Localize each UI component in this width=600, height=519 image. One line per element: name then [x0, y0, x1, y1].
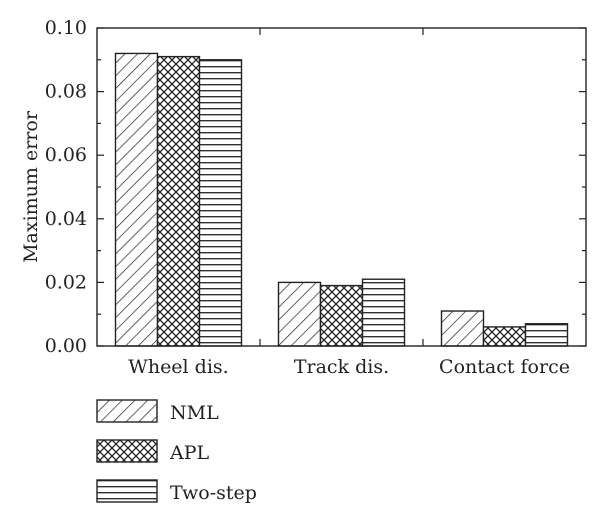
bar-two-step [361, 278, 406, 347]
legend-label: Two-step [170, 482, 257, 504]
legend-swatch [96, 479, 158, 503]
bar-two-step [524, 323, 569, 347]
y-tick-label: 0.00 [45, 335, 87, 357]
x-tick-label: Track dis. [294, 356, 389, 378]
bar-apl [482, 326, 527, 347]
y-tick-label: 0.02 [45, 271, 87, 293]
bar-apl [156, 55, 201, 347]
y-tick-label: 0.10 [45, 17, 87, 39]
y-tick-label: 0.06 [45, 144, 87, 166]
bar-two-step [198, 59, 243, 347]
y-axis-title: Maximum error [20, 110, 42, 263]
legend: NML APL Two-step [96, 399, 257, 504]
bar-nml [440, 310, 485, 347]
plot-area: 0.00 0.02 0.04 0.06 0.08 0.10 Maximum error Whe… [20, 17, 587, 378]
plot-frame [96, 27, 587, 347]
legend-swatch [96, 399, 158, 423]
bar-nml [277, 281, 322, 347]
y-tick-label: 0.04 [45, 208, 87, 230]
bar-nml [114, 52, 159, 347]
legend-swatch [96, 439, 158, 463]
x-tick-label: Wheel dis. [128, 356, 228, 378]
legend-label: APL [169, 442, 210, 464]
x-tick-label: Contact force [439, 356, 570, 378]
bar-apl [319, 284, 364, 347]
legend-label: NML [170, 402, 219, 424]
y-tick-label: 0.08 [45, 81, 87, 103]
